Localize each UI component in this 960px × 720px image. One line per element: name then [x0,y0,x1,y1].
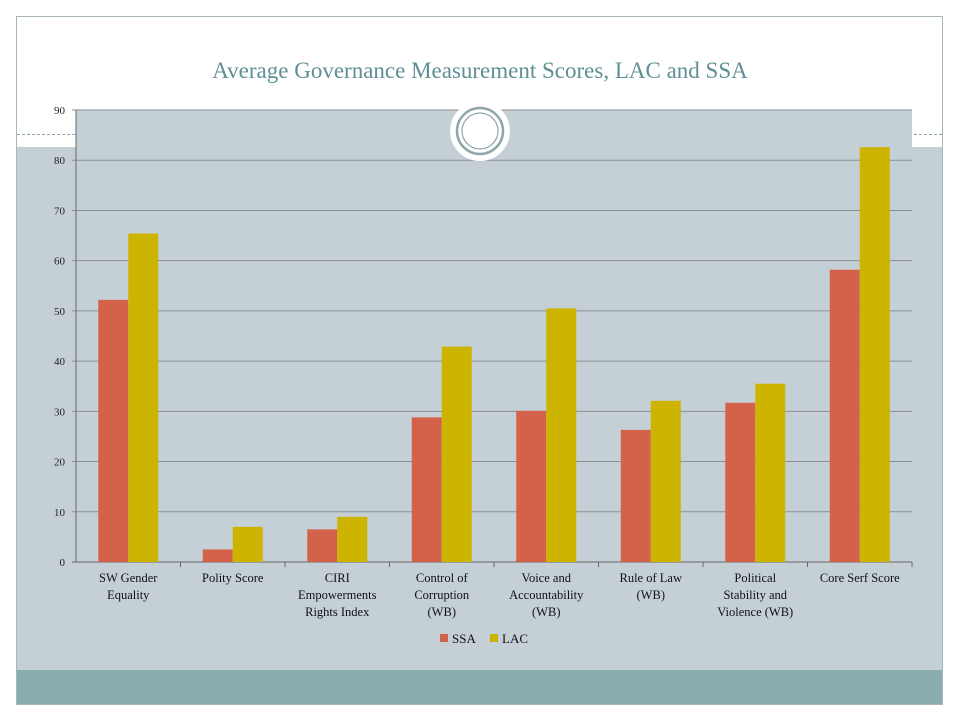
bar-lac [232,526,263,562]
y-tick-label: 90 [54,105,66,117]
x-category-label: Political Stability and Violence (WB) [717,571,793,619]
bar-lac [128,233,159,562]
bar-lac [859,147,890,563]
slide-ornament-circle [450,101,510,161]
legend-swatch-ssa [440,634,448,642]
slide-footer-band [17,670,942,704]
legend: SSA LAC [440,631,528,646]
chart-title: Average Governance Measurement Scores, L… [212,58,748,83]
x-category-label: SW Gender Equality [99,571,158,602]
bar-ssa [829,269,860,562]
x-category-label: Voice and Accountability (WB) [509,571,584,619]
bars [98,147,890,563]
bar-lac [337,516,368,562]
x-category-label: Core Serf Score [820,571,900,585]
bar-ssa [411,417,442,562]
y-tick-label: 30 [54,406,66,418]
x-category-label: Control of Corruption (WB) [414,571,470,619]
plot-area [76,110,912,562]
y-tick-label: 70 [54,205,66,217]
bar-ssa [725,402,756,562]
bar-ssa [98,299,129,562]
x-category-label: Polity Score [202,571,264,585]
x-axis-labels: SW Gender Equality Polity Score CIRI Empower… [99,571,900,619]
bar-ssa [620,429,651,562]
x-category-label: CIRI Empowerments Rights Index [298,571,377,619]
bar-lac [546,308,577,562]
y-tick-label: 40 [54,356,66,368]
bar-ssa [516,410,547,562]
y-tick-label: 0 [60,557,66,569]
bar-ssa [307,529,338,562]
y-axis-ticks: 0 10 20 30 40 50 60 70 80 90 [54,105,66,569]
y-tick-label: 50 [54,306,66,318]
bar-lac [755,383,786,562]
bar-ssa [202,549,233,562]
y-tick-label: 10 [54,507,66,519]
legend-label-lac: LAC [502,631,528,646]
legend-swatch-lac [490,634,498,642]
legend-label-ssa: SSA [452,631,476,646]
x-category-label: Rule of Law (WB) [620,571,682,602]
gridlines [72,109,913,567]
bar-lac [441,346,472,562]
y-tick-label: 20 [54,457,66,469]
y-tick-label: 60 [54,256,66,268]
bar-lac [650,400,681,562]
y-tick-label: 80 [54,155,66,167]
